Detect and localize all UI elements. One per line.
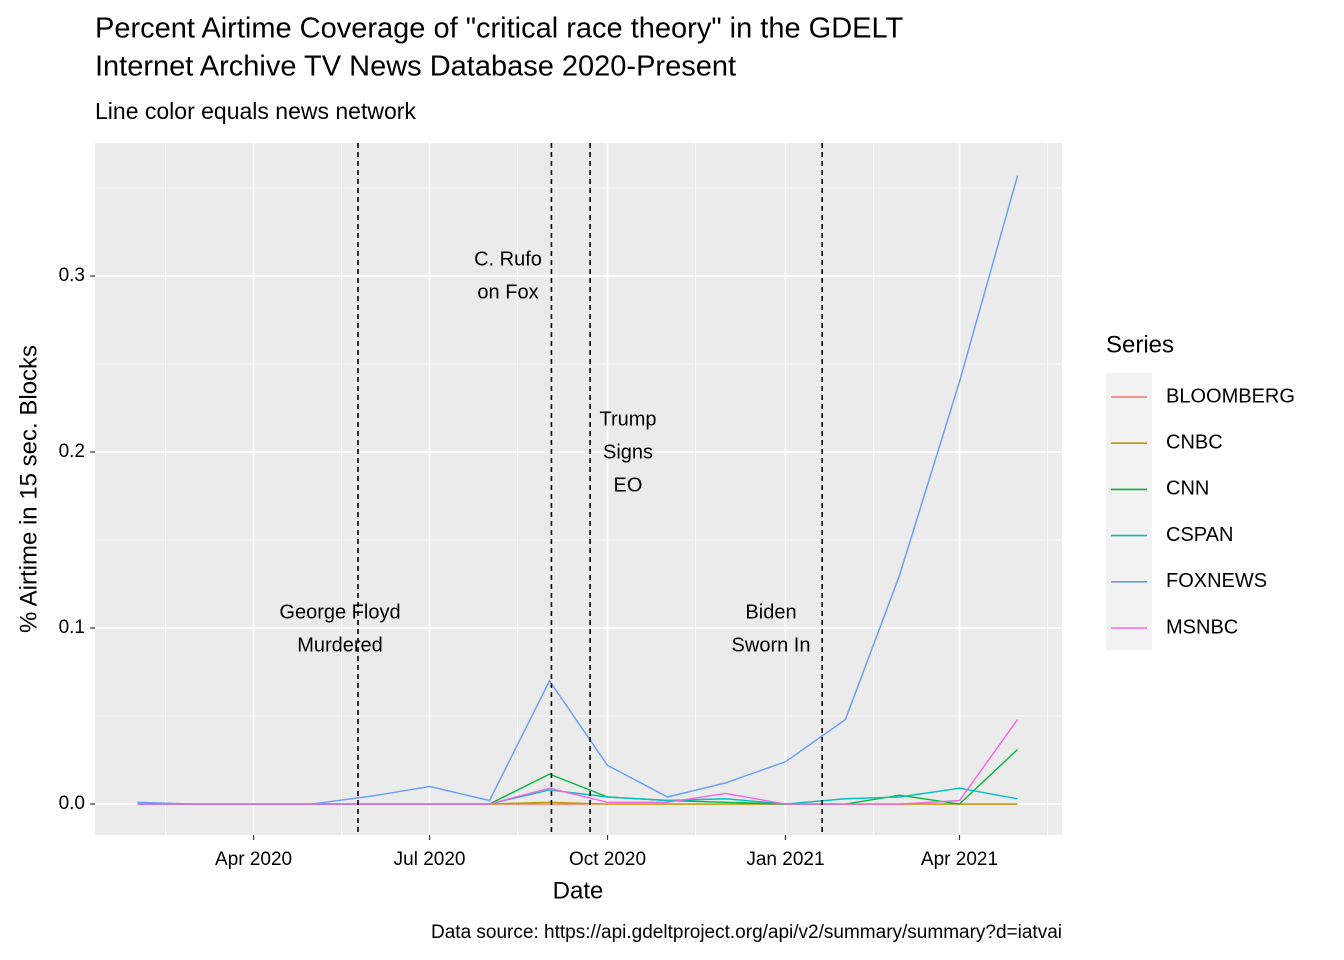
annotation-label: C. Rufo <box>474 248 542 270</box>
legend-label: CNBC <box>1166 431 1223 453</box>
annotation-label: Trump <box>599 408 656 430</box>
x-tick-label: Apr 2020 <box>215 849 292 870</box>
legend-label: FOXNEWS <box>1166 570 1267 592</box>
x-tick-label: Jul 2020 <box>394 849 466 870</box>
caption: Data source: https://api.gdeltproject.or… <box>431 922 1062 943</box>
annotation-label: Murdered <box>297 634 383 656</box>
annotation-label: George Floyd <box>279 601 400 623</box>
y-tick-label: 0.1 <box>59 617 85 638</box>
x-tick-label: Jan 2021 <box>746 849 824 870</box>
y-tick-label: 0.0 <box>59 793 85 814</box>
y-tick-label: 0.3 <box>59 265 85 286</box>
annotation-label: Signs <box>603 441 653 463</box>
chart-title: Percent Airtime Coverage of "critical ra… <box>95 13 903 45</box>
annotation-label: on Fox <box>477 281 538 303</box>
legend-label: BLOOMBERG <box>1166 385 1295 407</box>
annotation-label: EO <box>614 474 643 496</box>
annotation-label: Sworn In <box>732 634 811 656</box>
series-line <box>137 719 1019 805</box>
x-axis-title: Date <box>553 877 604 904</box>
y-tick-label: 0.2 <box>59 441 85 462</box>
y-axis-title: % Airtime in 15 sec. Blocks <box>15 345 42 633</box>
legend-label: CNN <box>1166 478 1209 500</box>
legend-label: MSNBC <box>1166 616 1238 638</box>
chart-title: Internet Archive TV News Database 2020-P… <box>95 51 736 83</box>
legend-keys <box>1106 373 1152 650</box>
x-tick-label: Oct 2020 <box>569 849 646 870</box>
x-tick-label: Apr 2021 <box>921 849 998 870</box>
annotation-label: Biden <box>745 601 796 623</box>
legend-label: CSPAN <box>1166 524 1233 546</box>
plot-panel <box>95 143 1062 835</box>
chart-subtitle: Line color equals news network <box>95 98 416 124</box>
legend-title: Series <box>1106 331 1174 358</box>
